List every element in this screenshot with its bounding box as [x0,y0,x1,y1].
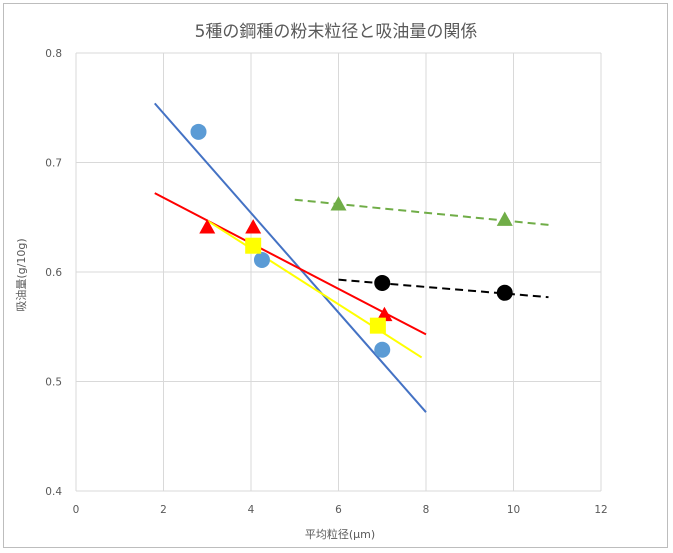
x-tick-labels: 0 2 4 6 8 10 12 [73,504,608,516]
data-point [376,306,393,322]
data-point [496,211,513,226]
x-tick-label: 8 [423,504,430,516]
trendline [153,102,427,413]
data-point [199,219,216,234]
y-tick-label: 0.6 [45,267,62,279]
trendline [338,278,549,299]
grid [75,52,602,492]
x-tick-label: 2 [160,504,167,516]
y-tick-label: 0.5 [45,377,62,389]
x-tick-label: 10 [507,504,520,516]
x-tick-label: 0 [73,504,80,516]
chart-title: 5種の鋼種の粉末粒径と吸油量の関係 [195,22,478,42]
y-tick-labels: 0.4 0.5 0.6 0.7 0.8 [45,48,62,498]
x-axis-title: 平均粒径(μm) [305,527,375,541]
data-point [330,196,347,211]
y-tick-label: 0.7 [45,158,62,170]
y-tick-label: 0.8 [45,48,62,60]
trendlines [153,102,549,413]
data-point [374,274,391,291]
chart-frame: 5種の鋼種の粉末粒径と吸油量の関係 0 2 4 6 8 10 12 0.4 0.5 0.6 0.7… [3,3,668,548]
scatter-chart: 5種の鋼種の粉末粒径と吸油量の関係 0 2 4 6 8 10 12 0.4 0.5 0.6 0.7… [14,22,608,541]
data-point [374,341,391,358]
x-tick-label: 6 [335,504,342,516]
trendline [294,198,549,226]
data-point [245,237,262,254]
data-point [253,251,270,268]
trendline [206,219,423,359]
data-points [190,123,513,358]
data-point [190,123,207,140]
y-tick-label: 0.4 [45,486,62,498]
data-point [245,219,262,234]
data-point [369,317,386,334]
trendline [154,192,427,336]
y-axis-title: 吸油量(g/10g) [14,238,28,311]
x-tick-label: 12 [594,504,607,516]
data-point [496,284,513,301]
x-tick-label: 4 [248,504,255,516]
